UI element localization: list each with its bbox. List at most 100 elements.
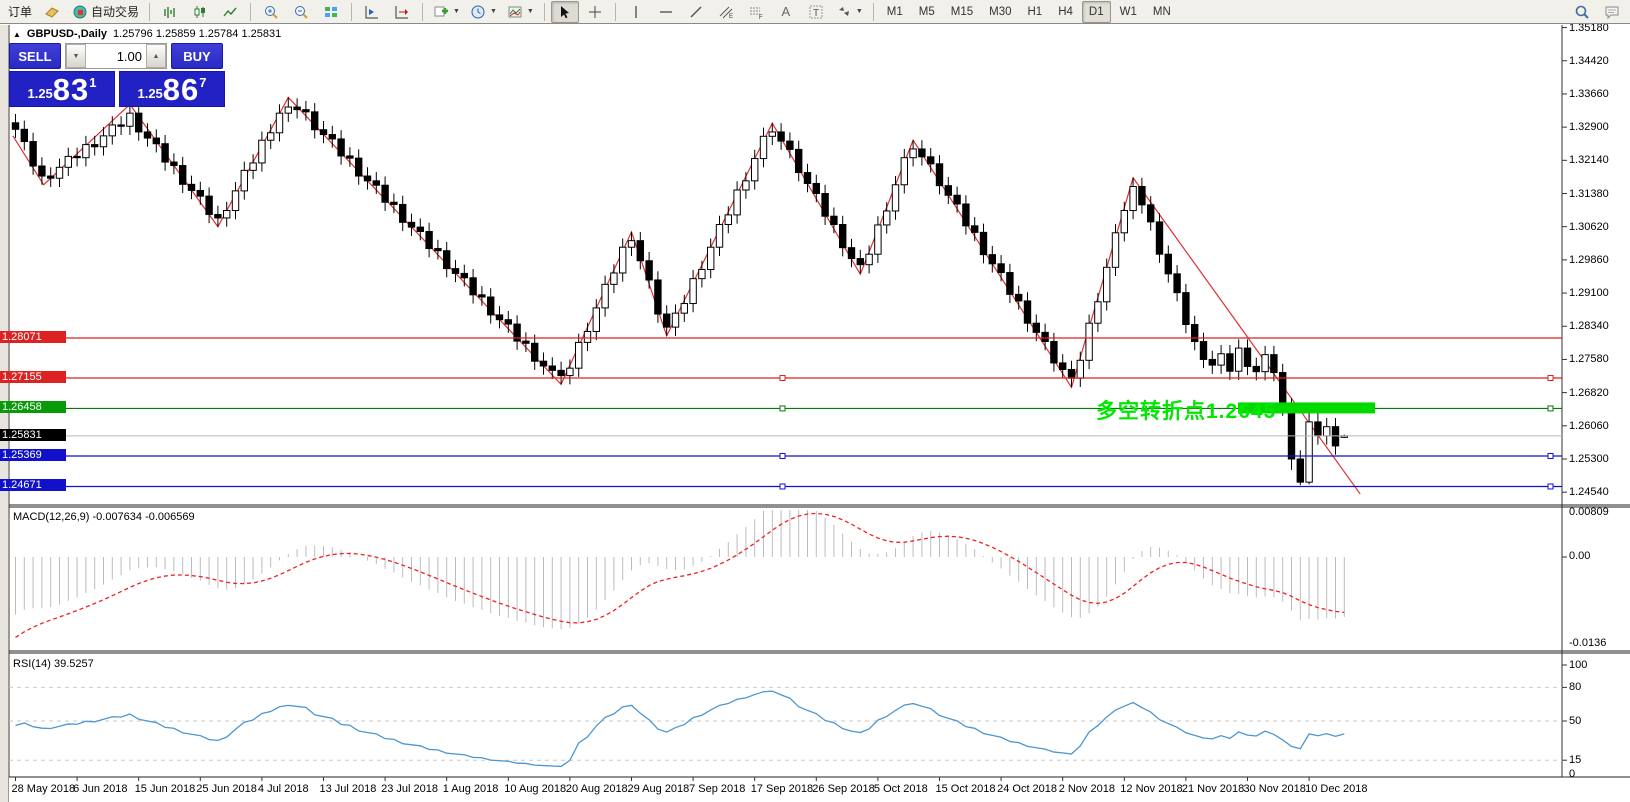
axis-tick-label: 1.32140 — [1569, 154, 1609, 167]
buy-price-quote[interactable]: 1.25 86 7 — [119, 71, 225, 107]
date-axis-label: 24 Oct 2018 — [997, 783, 1058, 795]
date-axis-label: 21 Nov 2018 — [1181, 783, 1245, 795]
zoom-in-button[interactable] — [257, 1, 285, 23]
order-button[interactable]: 订单 — [8, 5, 33, 19]
line-chart-icon-button[interactable] — [216, 1, 244, 23]
separator — [614, 2, 616, 21]
chevron-down-icon: ▼ — [526, 8, 534, 15]
axis-tick-label: -0.0136 — [1569, 637, 1607, 649]
volume-decrease-button[interactable]: ▼ — [66, 44, 86, 68]
add-indicator-icon — [434, 6, 449, 16]
indicators-button[interactable]: ▼ — [429, 1, 464, 23]
channel-tool-button[interactable]: E — [712, 1, 740, 23]
chart-annotation-text: 多空转折点1.2645 — [1096, 400, 1277, 423]
sell-button[interactable]: SELL — [9, 43, 61, 69]
tile-windows-button[interactable] — [317, 1, 345, 23]
chevron-down-icon: ▼ — [855, 8, 863, 15]
vline-tool-button[interactable] — [622, 1, 650, 23]
axis-tick-label: 1.29100 — [1569, 287, 1609, 300]
arrows-tool-button[interactable]: ▼ — [832, 1, 867, 23]
axis-tick-label: 1.30620 — [1569, 220, 1609, 233]
volume-increase-button[interactable]: ▲ — [146, 44, 166, 68]
equidistant-channel-icon: E — [719, 6, 733, 20]
axis-tick-label: 1.34420 — [1569, 54, 1609, 67]
clock-icon — [471, 5, 485, 18]
timeframe-MN[interactable]: MN — [1152, 5, 1171, 18]
step-back-button[interactable] — [358, 1, 386, 23]
cursor-tool-button[interactable] — [550, 0, 579, 23]
price-line-label: 1.26458 — [0, 401, 66, 414]
volume-spinner: ▼ 1.00 ▲ — [65, 43, 167, 69]
axis-tick-label: 1.32900 — [1569, 121, 1609, 134]
auto-scroll-icon — [395, 5, 409, 18]
text-icon: A — [781, 4, 791, 19]
date-axis-label: 6 Jun 2018 — [73, 783, 128, 795]
axis-tick-label: 1.29860 — [1569, 253, 1609, 266]
timeframe-M15[interactable]: M15 — [950, 5, 974, 18]
one-click-trading-panel: SELL ▼ 1.00 ▲ BUY 1.25 83 1 1.25 86 7 — [9, 43, 225, 107]
zoom-out-button[interactable] — [287, 1, 315, 23]
date-axis-label: 13 Jul 2018 — [319, 783, 377, 795]
timeframe-H1[interactable]: H1 — [1027, 5, 1043, 18]
timeframe-H4[interactable]: H4 — [1058, 5, 1073, 18]
ohlc-readout: 1.25796 1.25859 1.25784 1.25831 — [113, 28, 282, 40]
trendline-icon — [690, 6, 702, 17]
date-axis-label: 2 Nov 2018 — [1058, 783, 1115, 795]
date-axis-label: 28 May 2018 — [11, 783, 76, 795]
separator — [250, 2, 252, 21]
timeframe-M30[interactable]: M30 — [989, 5, 1012, 18]
trendline-tool-button[interactable] — [682, 1, 710, 23]
zoom-out-icon — [295, 5, 308, 19]
date-axis-label: 30 Nov 2018 — [1243, 783, 1306, 795]
axis-tick-label: 80 — [1569, 681, 1582, 693]
date-axis-label: 20 Aug 2018 — [565, 783, 628, 795]
templates-button[interactable]: ▼ — [503, 1, 538, 23]
sell-price-quote[interactable]: 1.25 83 1 — [9, 71, 115, 107]
line-chart-icon — [223, 7, 237, 16]
search-icon — [1575, 5, 1589, 19]
window-left-edge — [0, 25, 9, 802]
timeframe-W1[interactable]: W1 — [1119, 5, 1137, 18]
axis-tick-label: 0 — [1569, 768, 1576, 780]
chart-title: ▲ GBPUSD-,Daily 1.25796 1.25859 1.25784 … — [13, 28, 281, 40]
text-tool-button[interactable]: A — [772, 1, 800, 23]
date-axis-label: 23 Jul 2018 — [381, 783, 438, 795]
price-line-label: 1.25369 — [0, 448, 66, 461]
axis-tick-label: 0.00809 — [1569, 506, 1609, 518]
autotrade-button[interactable]: 自动交易 — [68, 1, 143, 23]
timeframe-M5[interactable]: M5 — [918, 5, 935, 18]
new-order-icon-button[interactable] — [38, 1, 66, 23]
collapse-triangle-icon: ▲ — [13, 29, 21, 39]
separator — [149, 2, 151, 21]
date-axis-label: 29 Aug 2018 — [627, 783, 690, 795]
date-axis-label: 10 Aug 2018 — [504, 783, 567, 795]
chevron-down-icon: ▼ — [453, 8, 460, 15]
timeframe-D1[interactable]: D1 — [1081, 0, 1111, 23]
volume-field[interactable]: 1.00 — [116, 48, 142, 64]
candlestick-icon-button[interactable] — [186, 1, 214, 23]
timeframe-M1[interactable]: M1 — [886, 5, 903, 18]
periods-button[interactable]: ▼ — [466, 1, 501, 23]
price-line-label: 1.24671 — [0, 479, 66, 492]
date-axis-label: 10 Dec 2018 — [1305, 783, 1368, 795]
hline-tool-button[interactable] — [652, 1, 680, 23]
candlestick-icon — [194, 5, 206, 18]
chat-button[interactable] — [1598, 1, 1626, 23]
auto-scroll-button[interactable] — [388, 1, 416, 23]
svg-text:E: E — [729, 14, 733, 20]
label-tool-button[interactable]: T — [802, 1, 830, 23]
svg-text:T: T — [813, 8, 819, 19]
fibonacci-tool-button[interactable]: F — [742, 1, 770, 23]
crosshair-tool-button[interactable] — [581, 1, 609, 23]
axis-tick-label: 15 — [1569, 754, 1582, 766]
price-line-label: 1.28071 — [0, 331, 66, 343]
buy-button[interactable]: BUY — [171, 43, 223, 69]
chart-shift-icon — [365, 5, 379, 18]
date-axis-label: 15 Oct 2018 — [935, 783, 996, 795]
axis-tick-label: 0.00 — [1569, 550, 1591, 562]
search-button[interactable] — [1568, 1, 1596, 23]
axis-tick-label: 1.26820 — [1569, 386, 1609, 399]
date-axis-label: 15 Jun 2018 — [134, 783, 196, 795]
bar-chart-icon-button[interactable] — [156, 1, 184, 23]
